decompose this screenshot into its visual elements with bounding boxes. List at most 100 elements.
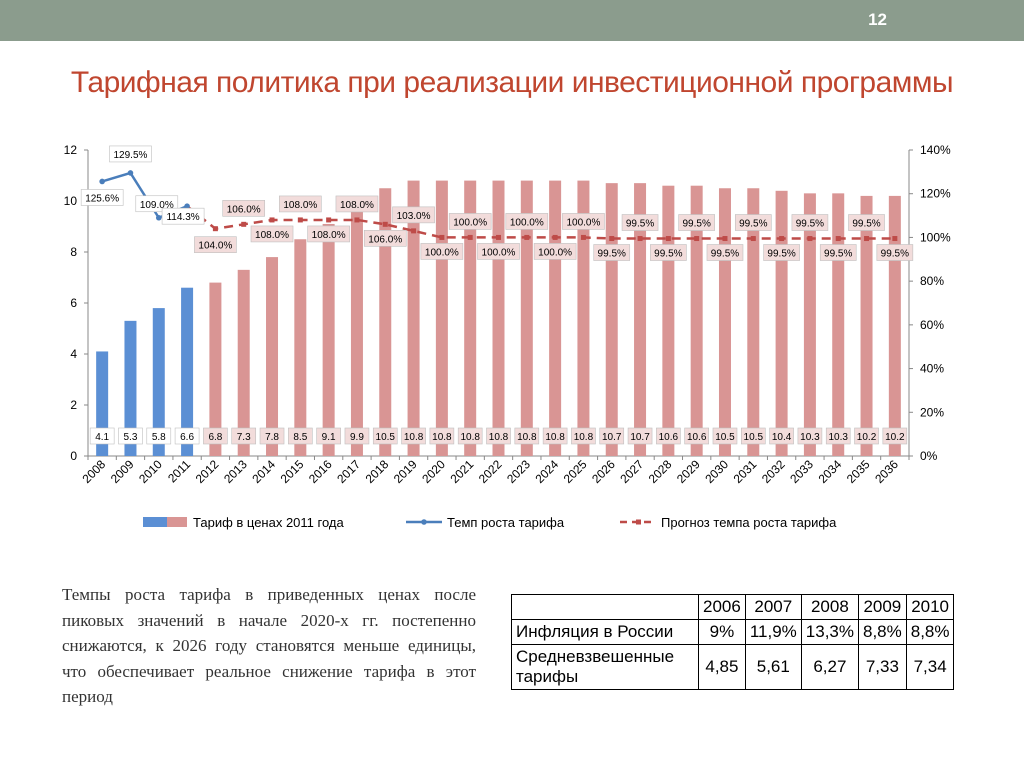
bar — [747, 188, 760, 456]
forecast-data-label: 108.0% — [340, 200, 374, 211]
bar-label-box — [712, 427, 738, 445]
table-cell: 13,3% — [800, 619, 859, 645]
forecast-data-label-box — [194, 236, 237, 253]
bar — [860, 195, 873, 456]
table-cell: 11,9% — [744, 619, 802, 645]
forecast-data-label-box — [706, 244, 744, 261]
forecast-data-label: 99.5% — [739, 219, 767, 230]
bar-label-box — [627, 427, 653, 445]
bar-value-label: 10.3 — [800, 432, 820, 443]
bar — [124, 320, 137, 456]
table-header-row: 2006 2007 2008 2009 2010 — [511, 594, 955, 620]
table-cell: 7,34 — [905, 644, 955, 690]
table-cell: 9% — [698, 619, 746, 645]
bar — [464, 180, 477, 456]
x-tick-label: 2019 — [391, 457, 420, 486]
bar — [662, 185, 675, 456]
bar — [294, 239, 307, 456]
legend-swatch-actual — [143, 517, 167, 527]
x-tick-label: 2009 — [108, 457, 137, 486]
y-right-tick-label: 40% — [920, 362, 944, 376]
forecast-data-label-box — [307, 225, 350, 243]
forecast-data-label-box — [420, 243, 464, 260]
forecast-point — [637, 236, 643, 242]
bar — [549, 180, 562, 456]
y-right-tick-label: 0% — [920, 449, 938, 463]
forecast-point — [411, 228, 417, 234]
forecast-point — [467, 234, 473, 240]
forecast-data-label: 99.5% — [711, 249, 739, 260]
legend-label: Прогноз темпа роста тарифа — [661, 515, 837, 530]
bar — [775, 190, 788, 457]
table-corner-cell — [511, 594, 699, 620]
forecast-data-label-box — [734, 214, 772, 231]
bar-label-box — [882, 427, 908, 445]
forecast-data-label: 99.5% — [654, 249, 682, 260]
y-left-tick-label: 8 — [70, 245, 77, 259]
table-cell: 7,33 — [857, 644, 907, 690]
bar-label-box — [401, 427, 426, 445]
forecast-data-label: 104.0% — [198, 241, 232, 252]
growth-data-label-box — [109, 145, 152, 163]
bar-label-box — [656, 427, 681, 445]
inflation-table: 2006 2007 2008 2009 2010 Инфляция в Росс… — [511, 594, 955, 690]
bar-value-label: 10.7 — [630, 432, 650, 443]
forecast-data-label-box — [819, 244, 857, 261]
bar-value-label: 6.6 — [180, 432, 194, 443]
forecast-data-label: 100.0% — [566, 217, 600, 228]
x-tick-label: 2036 — [872, 457, 901, 486]
x-tick-label: 2014 — [249, 457, 278, 486]
forecast-data-label: 108.0% — [312, 230, 346, 241]
table-year-cell: 2009 — [857, 594, 907, 620]
y-left-tick-label: 2 — [70, 398, 77, 412]
forecast-data-label: 106.0% — [227, 204, 261, 215]
table-row: Средневзвешенные тарифы 4,85 5,61 6,27 7… — [511, 644, 955, 690]
bar — [803, 193, 816, 456]
bar-value-label: 10.8 — [489, 432, 509, 443]
y-right-tick-label: 20% — [920, 405, 944, 419]
y-right-tick-label: 100% — [920, 230, 951, 244]
bar — [832, 193, 845, 456]
x-tick-label: 2021 — [448, 457, 477, 486]
bar-value-label: 10.5 — [744, 432, 764, 443]
bar-label-box — [429, 427, 455, 445]
forecast-point — [269, 217, 275, 223]
bar-label-box — [769, 427, 794, 445]
growth-data-label: 125.6% — [85, 193, 119, 204]
growth-point — [127, 170, 134, 176]
bar-value-label: 9.9 — [350, 432, 364, 443]
bar-value-label: 10.7 — [602, 432, 622, 443]
bar-value-label: 10.2 — [885, 432, 905, 443]
forecast-data-label-box — [876, 244, 914, 261]
bar-value-label: 5.8 — [152, 432, 166, 443]
x-tick-label: 2012 — [193, 457, 222, 486]
bar-value-label: 10.8 — [432, 432, 452, 443]
x-tick-label: 2020 — [419, 457, 448, 486]
legend-label: Темп роста тарифа — [447, 515, 565, 530]
bar — [379, 188, 392, 456]
y-right-tick-label: 60% — [920, 318, 944, 332]
slide-title: Тарифная политика при реализации инвести… — [70, 66, 954, 99]
bar-label-box — [740, 427, 766, 445]
bar-value-label: 9.1 — [322, 432, 336, 443]
table-row-label: Инфляция в России — [511, 619, 699, 645]
bar-label-box — [372, 427, 398, 445]
forecast-data-label: 99.5% — [767, 249, 795, 260]
x-tick-label: 2026 — [589, 457, 618, 486]
bar-label-box — [684, 427, 709, 445]
forecast-point — [382, 221, 388, 227]
forecast-data-label: 99.5% — [682, 219, 710, 230]
bar-label-box — [344, 427, 370, 445]
forecast-data-label-box — [392, 206, 435, 224]
forecast-point — [750, 236, 756, 242]
bar-label-box — [542, 427, 568, 445]
bar-value-label: 10.8 — [517, 432, 537, 443]
legend-label: Тариф в ценах 2011 года — [193, 515, 345, 530]
forecast-data-label-box — [222, 200, 266, 217]
table-cell: 4,85 — [698, 644, 746, 690]
table-cell: 6,27 — [800, 644, 859, 690]
bar — [181, 287, 194, 456]
x-tick-label: 2034 — [816, 457, 845, 486]
forecast-data-label: 100.0% — [510, 217, 544, 228]
